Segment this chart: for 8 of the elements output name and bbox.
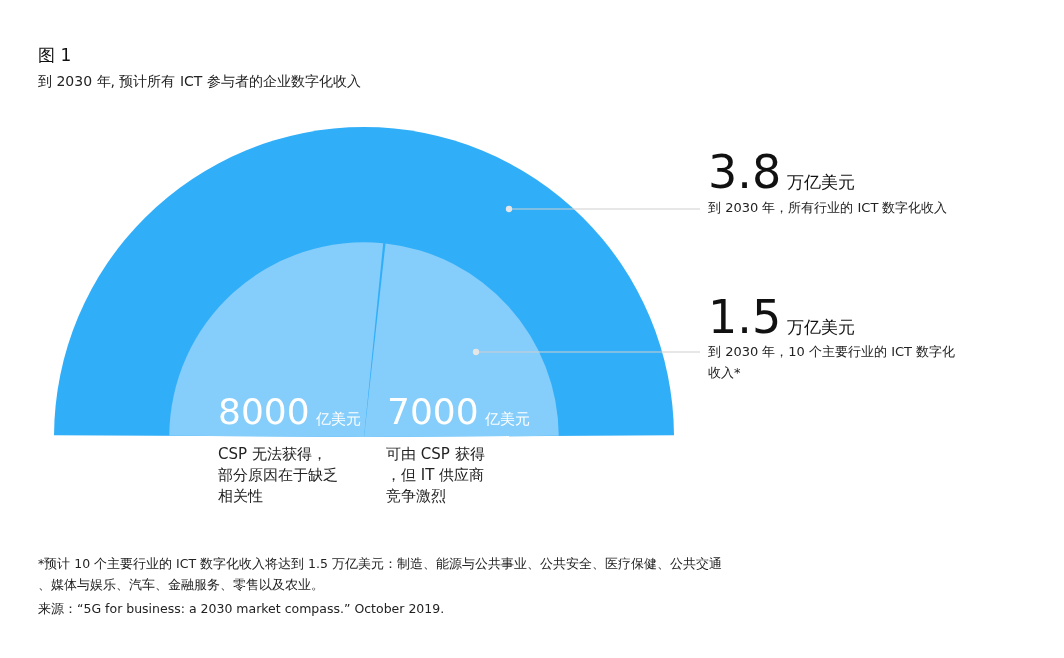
source-note: 来源：“5G for business: a 2030 market compass.” October 2019. [38, 601, 445, 616]
category-label: 到 2030 年，10 个主要行业的 ICT 数字化收入* [708, 344, 956, 380]
category-label: 可由 CSP 获得，但 IT 供应商竞争激烈 [386, 445, 485, 505]
text: *预计 10 个主要行业的 ICT 数字化收入将达到 1.5 万亿美元：制造、能源与公共事业、公共安全、医疗保健、公共交通、媒体与娱乐、汽车、金融服务、零售以及农业。 [38, 556, 722, 592]
category-label: 到 2030 年，所有行业的 ICT 数字化收入 [708, 200, 948, 215]
text: 图 1 [38, 45, 72, 65]
text: 到 2030 年, 预计所有 ICT 参与者的企业数字化收入 [38, 73, 361, 89]
category-label: CSP 无法获得，部分原因在于缺乏相关性 [218, 445, 338, 505]
